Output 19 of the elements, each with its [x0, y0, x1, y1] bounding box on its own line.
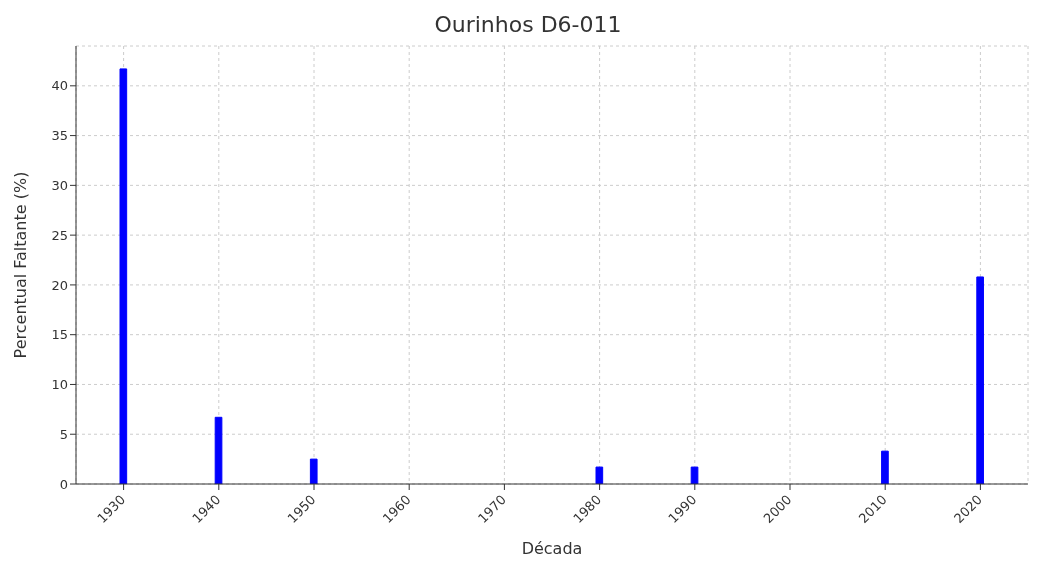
y-tick-label: 35 [51, 128, 68, 144]
y-tick-label: 15 [51, 327, 68, 343]
bar [214, 416, 223, 484]
x-axis-title: Década [521, 539, 583, 558]
bar [595, 466, 604, 484]
y-tick-label: 40 [51, 78, 68, 94]
bar [309, 458, 318, 484]
bar [976, 276, 984, 484]
y-tick-label: 10 [51, 377, 68, 393]
y-tick-label: 5 [59, 426, 68, 442]
bar [690, 466, 699, 484]
chart-title: Ourinhos D6-011 [433, 12, 623, 37]
y-axis-title: Percentual Faltante (%) [10, 171, 30, 359]
y-tick-label: 25 [51, 227, 68, 243]
bar [881, 450, 889, 484]
y-tick-label: 20 [51, 277, 68, 293]
bar [119, 68, 128, 484]
y-tick-label: 0 [59, 476, 68, 492]
y-tick-label: 30 [51, 177, 68, 193]
